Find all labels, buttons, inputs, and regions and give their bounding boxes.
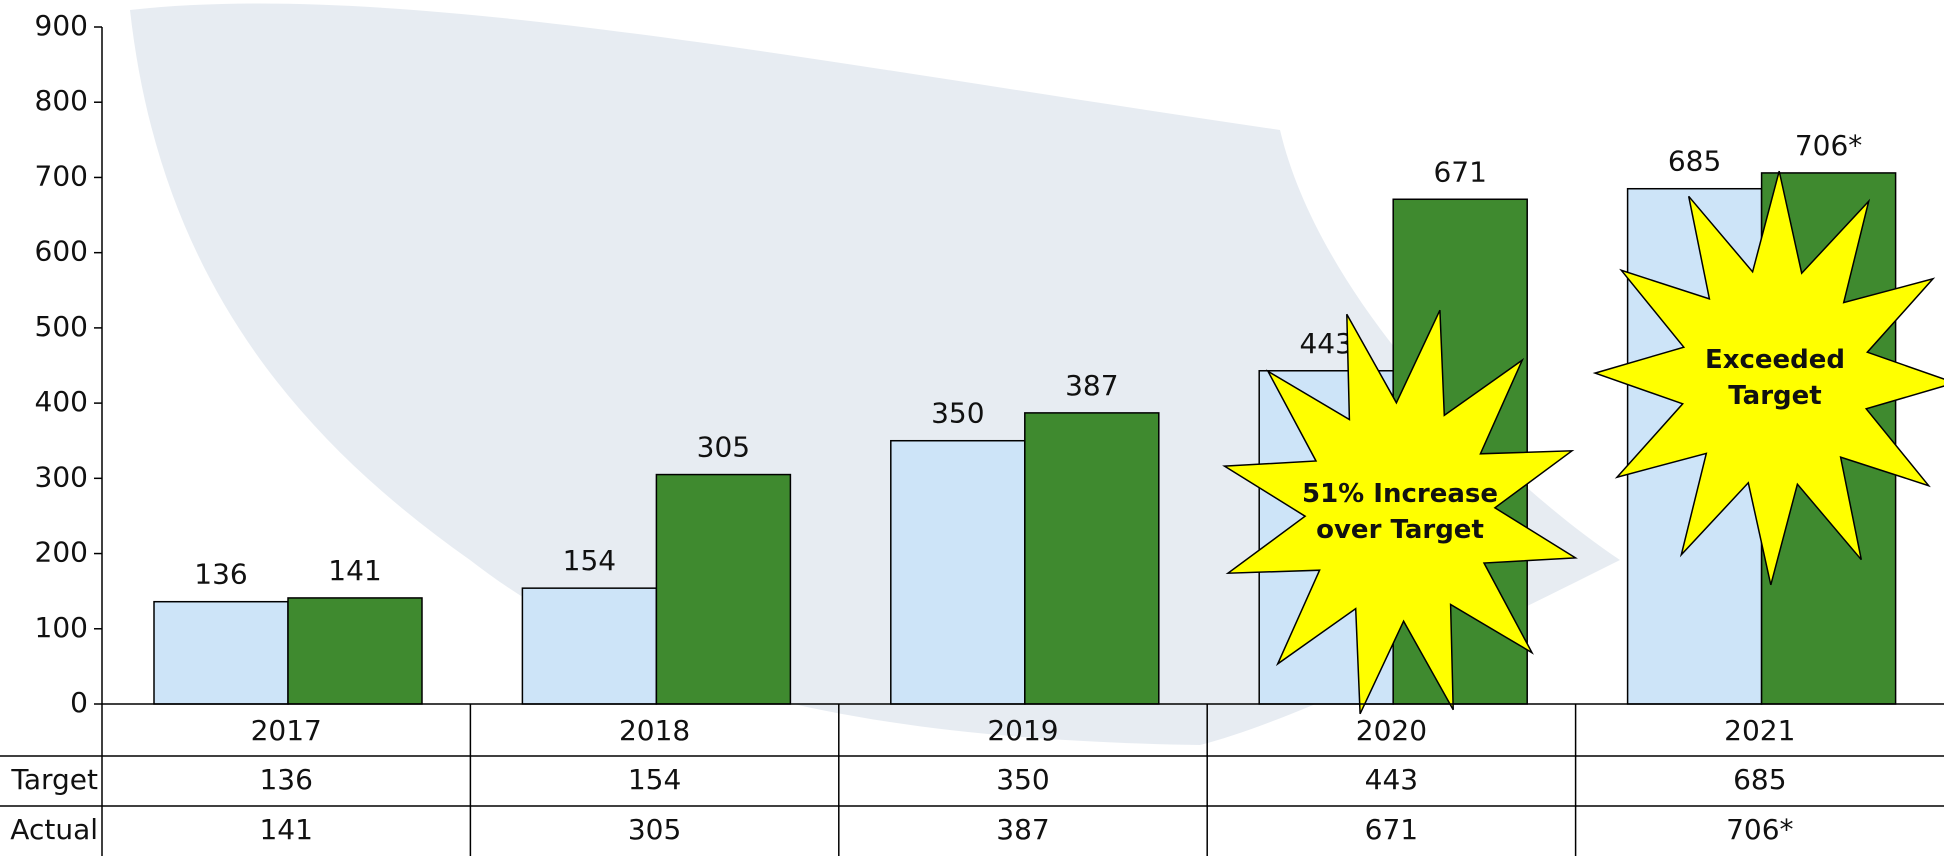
table-cell: 671 [1365, 813, 1418, 846]
annotation: 51% Increase over Target [1302, 479, 1498, 545]
y-tick-label: 900 [35, 9, 88, 42]
bar [287, 597, 423, 705]
data-label: 706* [1795, 129, 1862, 162]
data-label: 443 [1299, 327, 1352, 360]
table-cell: 305 [628, 813, 681, 846]
data-label: 350 [931, 397, 984, 430]
table-cell: 141 [259, 813, 312, 846]
table-cell: 154 [628, 763, 681, 796]
data-label: 671 [1433, 155, 1486, 188]
bar [890, 439, 1026, 705]
y-tick-label: 300 [35, 460, 88, 493]
y-tick-label: 700 [35, 159, 88, 192]
data-label: 387 [1065, 369, 1118, 402]
y-tick-label: 400 [35, 385, 88, 418]
table-cell: 685 [1733, 763, 1786, 796]
data-label: 154 [563, 544, 616, 577]
bar [153, 600, 289, 705]
data-label: 685 [1668, 145, 1721, 178]
legend-label: Actual [10, 813, 98, 846]
y-tick-label: 600 [35, 235, 88, 268]
table-cell: 443 [1365, 763, 1418, 796]
bar [521, 587, 658, 705]
legend-label: Target [10, 763, 98, 796]
y-tick-label: 100 [35, 611, 88, 644]
x-tick-label: 2021 [1724, 714, 1795, 747]
y-tick-label: 200 [35, 536, 88, 569]
annotation: Exceeded Target [1704, 345, 1846, 411]
bar [1024, 412, 1160, 705]
data-label: 136 [194, 558, 247, 591]
y-tick-label: 800 [35, 84, 88, 117]
bar [655, 473, 792, 705]
y-tick-label: 500 [35, 310, 88, 343]
x-tick-label: 2019 [987, 714, 1058, 747]
table-cell: 387 [996, 813, 1049, 846]
starburst [1222, 309, 1578, 715]
table-cell: 706* [1726, 813, 1793, 846]
data-label: 141 [328, 554, 381, 587]
x-tick-label: 2020 [1356, 714, 1427, 747]
table-cell: 350 [996, 763, 1049, 796]
x-tick-label: 2018 [619, 714, 690, 747]
y-tick-label: 0 [70, 686, 88, 719]
table-cell: 136 [259, 763, 312, 796]
x-tick-label: 2017 [251, 714, 322, 747]
starburst [1592, 170, 1944, 586]
data-label: 305 [697, 431, 750, 464]
